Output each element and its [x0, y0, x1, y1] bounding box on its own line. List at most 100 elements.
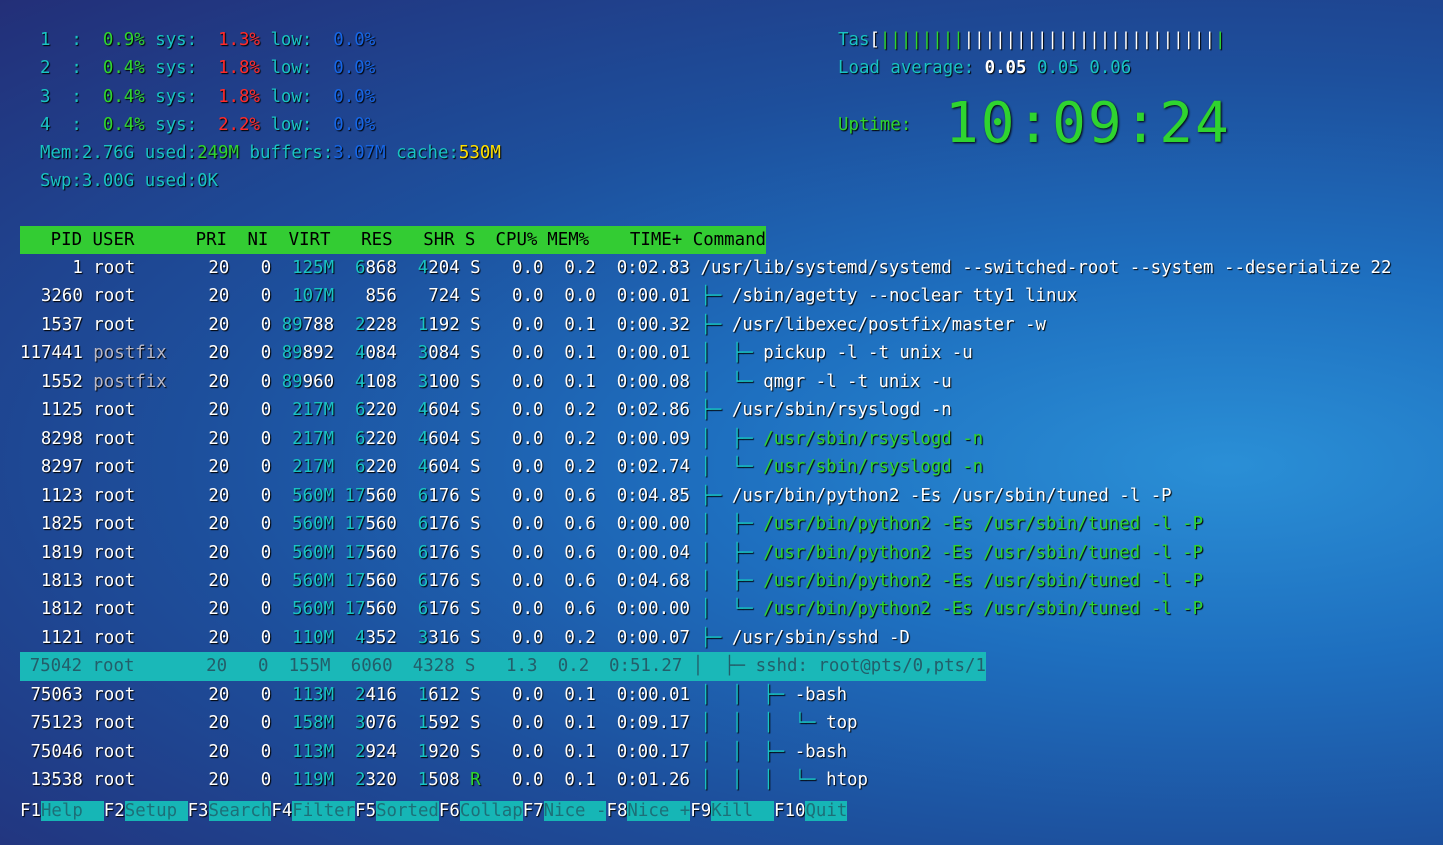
process-row[interactable]: 75123 root 20 0 158M 3076 1592 S 0.0 0.1 0:09.17 │ … — [20, 709, 857, 737]
cell-virt: 113M — [271, 681, 334, 709]
header-mem[interactable]: MEM% — [547, 230, 590, 250]
fkey-f7[interactable]: F7Nice - — [523, 797, 607, 825]
process-row[interactable]: 13538 root 20 0 119M 2320 1508 R 0.0 0.1 0:01.26 │ … — [20, 766, 868, 794]
value-high-part: 6 — [417, 542, 429, 563]
header-virt[interactable]: VIRT — [288, 230, 331, 250]
cell-res: 4108 — [334, 368, 397, 396]
swap-used: 0K — [197, 171, 219, 191]
fkey-f10[interactable]: F10Quit — [774, 797, 848, 825]
header-pri[interactable]: PRI — [195, 230, 228, 250]
cell-user: root — [93, 770, 136, 791]
load-label: Load average: — [838, 58, 975, 78]
cell-time: 0:02.86 — [616, 400, 690, 421]
process-row[interactable]: 1 root 20 0 125M 6868 4204 S 0.0 0.2 0:02.83/usr/l… — [20, 254, 1391, 282]
process-row[interactable]: 1813 root 20 0 560M 17560 6176 S 0.0 0.6 0:04.68 │ … — [20, 567, 1203, 595]
cell-s: S — [470, 741, 481, 762]
cell-time: 0:00.32 — [616, 314, 690, 335]
value-low-part: 228 — [365, 314, 397, 335]
cell-command: │ ├─ /usr/sbin/rsyslogd -n — [690, 425, 983, 453]
fkey-f5[interactable]: F5Sorted — [355, 797, 439, 825]
cpu-sys: 1.8% — [218, 86, 260, 107]
process-row[interactable]: 8298 root 20 0 217M 6220 4604 S 0.0 0.2 0:00.09 │ ├… — [20, 425, 983, 453]
fkey-label: F4 — [271, 801, 293, 821]
process-row[interactable]: 1125 root 20 0 217M 6220 4604 S 0.0 0.2 0:02.86 ├─ … — [20, 396, 952, 424]
fkey-action: Setup — [124, 801, 188, 821]
cpu-meter-1: 1 : 0.9% sys: 1.3% low: 0.0% — [40, 30, 376, 50]
function-key-bar: F1Help F2Setup F3Search F4Filter F5Sorted F… — [20, 797, 848, 825]
fkey-f3[interactable]: F3Search — [188, 797, 272, 825]
process-row[interactable]: 1825 root 20 0 560M 17560 6176 S 0.0 0.6 0:00.00 │ … — [20, 510, 1203, 538]
fkey-f6[interactable]: F6Collap — [439, 797, 523, 825]
fkey-f2[interactable]: F2Setup — [104, 797, 188, 825]
process-row[interactable]: 75063 root 20 0 113M 2416 1612 S 0.0 0.1 0:00.01 │ … — [20, 681, 847, 709]
process-row[interactable]: 117441 postfix 20 0 89892 4084 3084 S 0.0 0.1 0:00… — [20, 339, 973, 367]
fkey-f8[interactable]: F8Nice + — [606, 797, 691, 825]
cell-time: 0:02.83 — [616, 258, 690, 278]
header-ni[interactable]: NI — [247, 230, 269, 250]
header-time[interactable]: TIME+ — [629, 230, 683, 250]
cell-virt: 89892 — [271, 339, 334, 367]
cell-mem: 0.1 — [564, 343, 596, 364]
process-row[interactable]: 1812 root 20 0 560M 17560 6176 S 0.0 0.6 0:00.00 │ … — [20, 595, 1203, 623]
cell-pri: 20 — [208, 713, 230, 734]
cell-s: S — [470, 542, 481, 563]
header-res[interactable]: RES — [361, 230, 393, 250]
cell-ni: 0 — [260, 314, 272, 335]
process-row[interactable]: 75042 root 20 0 155M 6060 4328 S 1.3 0.2 0:51.27 │ … — [20, 652, 986, 681]
cell-user: postfix — [93, 371, 167, 392]
fkey-f4[interactable]: F4Filter — [271, 797, 356, 825]
cell-shr: 4328 — [393, 652, 455, 680]
cell-res: 6220 — [334, 396, 397, 424]
value-high-part: 1 — [417, 684, 429, 705]
header-command[interactable]: Command — [692, 230, 767, 250]
cell-virt: 217M — [271, 453, 334, 481]
cell-res: 4084 — [334, 339, 397, 367]
command-text: sshd: root@pts/0,pts/1 — [755, 656, 986, 677]
cell-pri: 20 — [208, 684, 230, 705]
process-row[interactable]: 1121 root 20 0 110M 4352 3316 S 0.0 0.2 0:00.07 ├─ … — [20, 624, 910, 652]
cell-ni: 0 — [260, 542, 272, 563]
value-high-part: 1 — [417, 770, 429, 791]
process-row[interactable]: 1537 root 20 0 89788 2228 1192 S 0.0 0.1 0:00.32 ├─… — [20, 311, 1046, 339]
tree-branch: │ └─ — [700, 371, 764, 392]
cpu-low: 0.0% — [333, 30, 376, 50]
cell-pri: 20 — [208, 599, 230, 620]
fkey-f1[interactable]: F1Help — [20, 797, 104, 825]
process-row[interactable]: 1819 root 20 0 560M 17560 6176 S 0.0 0.6 0:00.04 │ … — [20, 539, 1203, 567]
value-high-part: 155M — [288, 656, 331, 677]
value-high-part: 560M — [292, 570, 335, 591]
cpu-sys: 1.8% — [218, 58, 260, 79]
header-shr[interactable]: SHR — [423, 230, 455, 250]
header-cpu[interactable]: CPU% — [495, 230, 538, 250]
cell-res: 17560 — [334, 539, 397, 567]
load-1min: 0.05 — [984, 58, 1027, 78]
process-row[interactable]: 75046 root 20 0 113M 2924 1920 S 0.0 0.1 0:00.17 │ … — [20, 738, 847, 766]
sys-label: sys: — [155, 114, 198, 135]
fkey-f9[interactable]: F9Kill — [690, 797, 775, 825]
value-high-part: 4 — [417, 258, 429, 278]
column-header[interactable]: PID USER PRI NI VIRT RES SHR S CPU% MEM% TIME+ Comm… — [20, 226, 766, 254]
process-row[interactable]: 1552 postfix 20 0 89960 4108 3100 S 0.0 0.1 0:00.0… — [20, 368, 952, 396]
cell-time: 0:51.27 — [609, 656, 683, 677]
cell-command: /usr/lib/systemd/systemd --switched-root… — [690, 254, 1391, 282]
cell-time: 0:00.09 — [616, 428, 690, 449]
cell-res: 856 — [334, 282, 396, 310]
cpu-meter-3: 3 : 0.4% sys: 1.8% low: 0.0% — [40, 86, 376, 107]
command-text: /usr/bin/python2 -Es /usr/sbin/tuned -l … — [763, 570, 1204, 591]
cell-command: ├─ /usr/libexec/postfix/master -w — [690, 311, 1046, 339]
command-text: /usr/libexec/postfix/master -w — [731, 314, 1046, 335]
header-pid[interactable]: PID — [50, 230, 83, 250]
cell-virt: 217M — [271, 396, 334, 424]
process-row[interactable]: 8297 root 20 0 217M 6220 4604 S 0.0 0.2 0:02.74 │ └… — [20, 453, 983, 481]
cell-s: S — [470, 485, 481, 506]
cell-virt: 560M — [271, 567, 334, 595]
value-high-part: 6 — [417, 570, 429, 591]
process-row[interactable]: 1123 root 20 0 560M 17560 6176 S 0.0 0.6 0:04.85 ├─… — [20, 482, 1172, 510]
header-s[interactable]: S — [464, 230, 476, 250]
header-user[interactable]: USER — [92, 230, 135, 250]
cell-command: ├─ /sbin/agetty --noclear tty1 linux — [690, 282, 1077, 310]
process-row[interactable]: 3260 root 20 0 107M 856 724 S 0.0 0.0 0:00.01 ├─ /s… — [20, 282, 1077, 310]
value-low-part: 560 — [365, 542, 397, 563]
command-text: -bash — [794, 741, 848, 762]
cell-time: 0:00.01 — [616, 286, 690, 307]
